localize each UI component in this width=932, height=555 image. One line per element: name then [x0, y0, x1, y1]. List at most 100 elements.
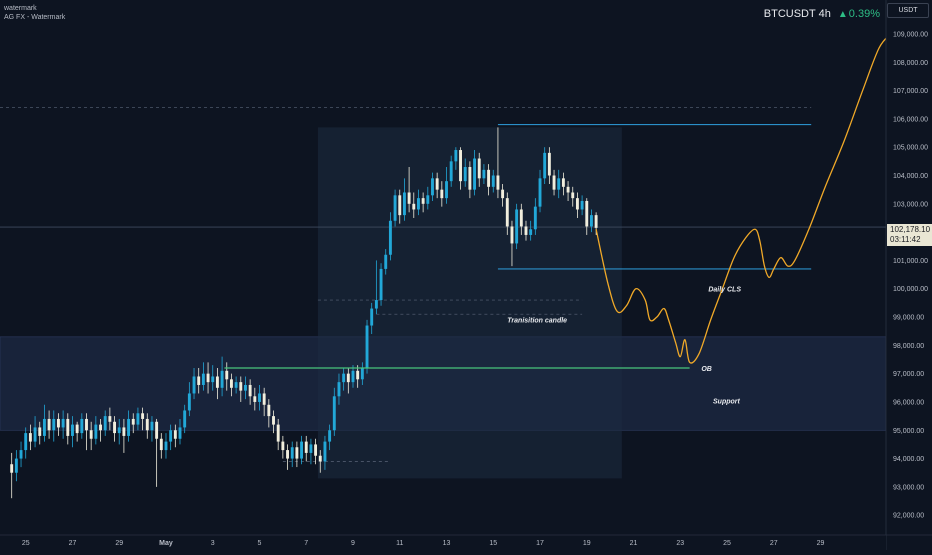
candle-body — [388, 220, 392, 255]
candle-body — [99, 424, 102, 431]
candle-body — [505, 198, 509, 227]
currency-unit-button[interactable]: USDT — [887, 3, 929, 18]
candle-body — [435, 178, 439, 190]
candle-body — [122, 427, 126, 436]
candle-body — [426, 195, 430, 204]
x-tick-label: 29 — [115, 540, 123, 547]
x-tick-label: 17 — [536, 540, 544, 547]
candle-body — [244, 384, 247, 391]
candle-body — [187, 393, 191, 411]
projection-path — [595, 33, 892, 364]
candle-body — [487, 169, 491, 187]
candle-body — [141, 413, 145, 419]
candle-body — [281, 441, 285, 451]
candle-body — [286, 450, 289, 459]
candle-body — [290, 447, 294, 459]
candle-body — [529, 229, 533, 235]
candle-body — [365, 325, 369, 368]
x-tick-label: 27 — [69, 540, 77, 547]
candle-body — [370, 308, 374, 326]
candle-body — [445, 181, 448, 199]
candle-body — [220, 370, 224, 388]
candle-body — [295, 447, 299, 459]
y-tick-label: 92,000.00 — [893, 513, 924, 520]
candle-body — [127, 418, 131, 436]
watermark-line2: AG FX - Watermark — [4, 14, 66, 21]
x-tick-label: 25 — [723, 540, 731, 547]
y-tick-label: 103,000.00 — [893, 201, 928, 208]
candle-body — [169, 430, 173, 442]
candle-body — [42, 418, 46, 436]
candle-body — [463, 167, 467, 182]
candle-body — [272, 416, 275, 425]
up-triangle-icon: ▲ — [837, 9, 848, 20]
y-tick-label: 95,000.00 — [893, 428, 924, 435]
x-tick-label: 27 — [770, 540, 778, 547]
candle-body — [89, 430, 93, 439]
candle-body — [318, 455, 322, 462]
candle-body — [589, 215, 593, 227]
candle-body — [431, 178, 434, 196]
candle-body — [473, 158, 477, 190]
candle-body — [417, 198, 420, 210]
candle-body — [356, 370, 360, 380]
annotations-layer: Daily CLS Tranisition candle OB Support — [507, 287, 741, 406]
candle-body — [66, 418, 70, 436]
candle-body — [440, 189, 444, 199]
candle-body — [215, 376, 219, 388]
candle-body — [262, 393, 266, 405]
candle-body — [131, 418, 135, 425]
candle-body — [421, 198, 425, 204]
candle-body — [234, 382, 238, 388]
x-tick-label: 15 — [489, 540, 497, 547]
candle-body — [571, 192, 575, 199]
watermark-line1: watermark — [4, 5, 37, 12]
candle-body — [253, 396, 257, 402]
candle-body — [61, 418, 65, 428]
candle-body — [159, 438, 163, 451]
candle-body — [52, 418, 56, 431]
candle-body — [229, 379, 233, 388]
candle-body — [491, 175, 495, 187]
bar-countdown: 03:11:42 — [890, 235, 921, 244]
candle-body — [468, 167, 472, 190]
x-tick-label: 23 — [676, 540, 684, 547]
candle-body — [136, 413, 140, 425]
x-tick-label: 25 — [22, 540, 30, 547]
levels-layer — [224, 123, 812, 369]
y-tick-label: 105,000.00 — [893, 145, 928, 152]
candle-body — [178, 427, 182, 439]
candle-body — [94, 424, 98, 439]
candle-body — [538, 178, 542, 207]
x-tick-label: 11 — [396, 540, 403, 547]
candle-body — [412, 203, 416, 210]
y-tick-label: 99,000.00 — [893, 315, 924, 322]
y-tick-label: 106,000.00 — [893, 116, 928, 123]
candle-body — [24, 433, 28, 451]
candle-body — [575, 198, 579, 210]
x-tick-label: 19 — [583, 540, 591, 547]
y-tick-label: 98,000.00 — [893, 343, 924, 350]
candle-body — [519, 209, 523, 227]
candle-body — [384, 254, 388, 269]
candle-body — [304, 441, 308, 453]
candle-body — [28, 433, 32, 442]
candle-body — [482, 169, 486, 179]
candle-body — [557, 178, 561, 190]
candle-body — [477, 158, 481, 179]
x-tick-label: 5 — [258, 540, 262, 547]
y-tick-label: 97,000.00 — [893, 371, 924, 378]
candle-body — [117, 427, 121, 434]
candle-body — [145, 418, 149, 431]
candle-body — [449, 161, 453, 182]
candle-body — [337, 382, 341, 397]
candle-body — [374, 300, 378, 309]
candle-body — [47, 418, 51, 431]
candle-body — [459, 150, 462, 182]
candle-body — [407, 192, 411, 204]
candle-body — [85, 418, 88, 431]
y-tick-label: 108,000.00 — [893, 60, 928, 67]
